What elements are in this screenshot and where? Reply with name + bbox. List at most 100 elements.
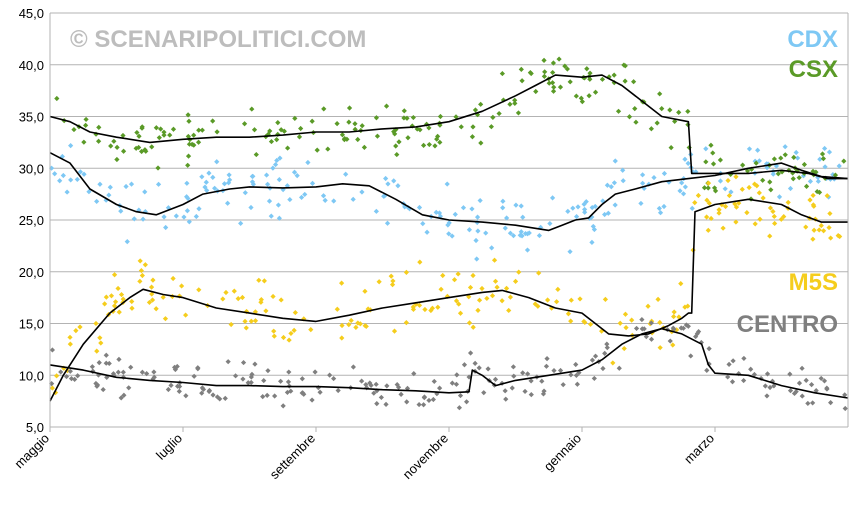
data-point-m5s [150,277,156,283]
data-point-m5s [744,210,750,216]
data-point-cdx [583,199,589,205]
data-point-cdx [276,215,282,221]
data-point-centro [248,379,254,386]
data-point-m5s [115,285,121,292]
data-point-csx [626,114,633,120]
data-point-csx [120,148,127,154]
data-point-m5s [733,219,739,225]
data-point-csx [161,132,167,138]
data-point-csx [404,115,410,121]
data-point-centro [222,395,228,401]
data-point-cdx [582,209,588,215]
data-point-csx [355,136,361,143]
data-point-m5s [535,303,541,309]
data-point-centro [589,357,596,363]
data-point-csx [268,138,275,145]
data-point-csx [710,150,716,156]
data-point-m5s [484,295,490,302]
data-point-m5s [602,296,609,302]
data-point-csx [813,169,819,175]
data-point-m5s [111,272,118,278]
data-point-centro [457,392,464,399]
trend-line-m5s [49,198,848,402]
data-point-cdx [68,177,74,183]
data-point-cdx [477,197,483,204]
data-point-cdx [322,197,328,204]
data-point-cdx [755,147,761,153]
data-point-cdx [651,174,657,181]
data-point-cdx [836,163,842,169]
data-point-cdx [405,204,411,211]
data-point-csx [392,131,398,137]
data-point-cdx [305,159,311,166]
data-point-centro [818,375,824,382]
data-point-cdx [272,161,279,168]
data-point-centro [751,371,758,378]
legend: CDX CSX M5S CENTRO [737,26,838,338]
data-point-m5s [129,298,135,305]
data-point-centro [683,322,689,328]
data-point-csx [550,60,557,66]
data-point-m5s [280,334,287,341]
data-point-centro [671,326,677,332]
data-point-cdx [221,181,228,187]
data-point-csx [782,152,788,158]
data-point-m5s [739,186,745,192]
data-point-cdx [703,146,709,152]
data-point-m5s [146,299,153,306]
data-point-csx [361,144,367,151]
data-point-centro [706,346,712,352]
data-point-centro [374,388,380,394]
data-point-csx [405,135,411,141]
data-point-cdx [536,232,543,239]
data-point-csx [771,156,777,162]
data-point-csx [567,79,573,85]
data-point-centro [151,374,157,380]
data-point-centro [100,386,106,393]
data-point-m5s [704,214,710,220]
data-point-cdx [249,179,256,185]
data-point-csx [437,139,443,145]
data-point-m5s [365,306,371,312]
data-point-m5s [362,288,368,294]
data-point-centro [63,373,70,380]
data-point-cdx [94,198,100,205]
data-point-centro [398,391,404,397]
data-point-centro [248,374,254,380]
data-point-m5s [470,272,476,279]
data-point-centro [667,338,673,344]
data-point-m5s [416,302,423,308]
data-point-m5s [410,304,416,310]
data-point-cdx [81,171,87,177]
data-point-m5s [170,275,176,282]
data-point-m5s [685,303,691,309]
data-point-m5s [785,199,791,206]
data-point-csx [458,124,464,130]
data-point-m5s [440,272,446,279]
data-point-csx [753,160,759,166]
data-point-csx [556,56,562,62]
data-point-centro [502,388,508,394]
data-point-centro [261,377,267,384]
data-point-csx [401,115,407,121]
data-point-csx [185,133,191,140]
data-point-cdx [350,196,356,202]
data-point-csx [281,128,287,134]
data-point-cdx [500,198,506,204]
data-point-centro [758,375,764,382]
data-point-cdx [226,172,232,178]
data-point-csx [156,135,162,141]
data-point-m5s [466,320,473,326]
data-point-m5s [118,291,125,298]
data-point-centro [762,383,768,389]
data-point-csx [587,76,593,82]
data-point-m5s [73,328,79,334]
data-point-m5s [339,322,345,329]
data-point-m5s [733,174,739,180]
data-point-centro [803,377,809,383]
data-point-centro [430,396,436,403]
data-point-m5s [807,197,813,203]
data-point-m5s [623,324,629,331]
data-point-csx [339,132,346,138]
data-point-cdx [184,194,190,200]
